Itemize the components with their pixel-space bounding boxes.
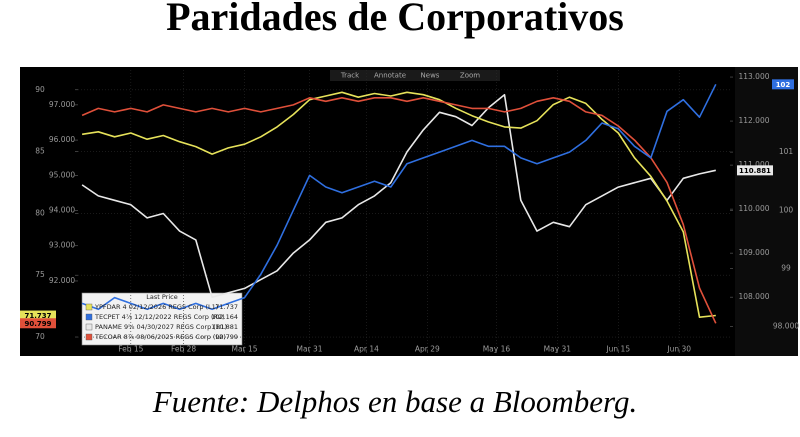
x-tick-label: Jun 30 xyxy=(666,345,691,354)
legend-value: 71.737 xyxy=(215,303,238,311)
last-price-tag xyxy=(737,165,773,176)
legend-swatch xyxy=(85,313,93,321)
y-tick-label: 94.000 xyxy=(49,206,75,215)
legend-label: TECPET 4⅞ 12/12/2022 REGS Corp (R2) xyxy=(94,313,225,321)
x-tick-label: May 16 xyxy=(483,345,511,354)
y-tick-label: 80 xyxy=(35,208,45,217)
legend-swatch xyxy=(85,303,93,311)
last-price-tag xyxy=(20,310,56,321)
toolbar-button: News xyxy=(421,72,440,80)
y-tick-label: 101 xyxy=(779,147,794,156)
y-tick-label: 110.000 xyxy=(738,204,769,213)
toolbar-button: Annotate xyxy=(374,72,406,80)
y-tick-label: 97.000 xyxy=(49,100,75,109)
legend-label: PANAME 9⅝ 04/30/2027 REGS Corp (R1) xyxy=(95,323,227,331)
x-tick-label: Apr 29 xyxy=(415,345,440,354)
y-tick-label: 112.000 xyxy=(738,116,769,125)
last-price-label: 102 xyxy=(776,81,791,89)
y-tick-label: 111.000 xyxy=(738,160,769,169)
y-tick-label: 108.000 xyxy=(738,292,769,301)
legend-value: 102.164 xyxy=(211,313,238,321)
toolbar-button: Zoom xyxy=(460,72,480,80)
y-tick-label: 96.000 xyxy=(49,135,75,144)
toolbar xyxy=(330,70,500,81)
y-tick-label: 99 xyxy=(781,264,791,273)
y-tick-label: 95.000 xyxy=(49,170,75,179)
legend-title: Last Price xyxy=(146,293,177,301)
x-tick-label: Feb 15 xyxy=(118,345,143,354)
x-tick-label: Feb 28 xyxy=(171,345,196,354)
right-axis-panel xyxy=(735,67,798,356)
legend-label: TECOAR 8⅞ 08/06/2025 REGS Corp (L2) xyxy=(94,333,226,341)
x-tick-label: Jun 15 xyxy=(605,345,630,354)
y-tick-label: 85 xyxy=(35,147,45,156)
chart-title: Paridades de Corporativos xyxy=(166,0,624,39)
last-price-label: 110.881 xyxy=(739,167,771,175)
y-tick-label: 90 xyxy=(35,85,45,94)
toolbar-button: Track xyxy=(340,72,360,80)
last-price-label: 90.799 xyxy=(24,320,51,328)
series-line xyxy=(81,97,717,324)
legend-swatch xyxy=(85,333,93,341)
y-tick-label: 113.000 xyxy=(738,72,769,81)
legend-value: 90.799 xyxy=(215,333,238,341)
x-tick-label: Apr 14 xyxy=(354,345,379,354)
last-price-tag xyxy=(772,79,794,90)
series-line xyxy=(81,93,716,298)
source-note: Fuente: Delphos en base a Bloomberg. xyxy=(152,384,637,419)
legend-value: 110.881 xyxy=(211,323,238,331)
y-tick-label: 93.000 xyxy=(49,241,75,250)
y-tick-label: 75 xyxy=(35,270,45,279)
y-tick-label: 98.000 xyxy=(773,322,799,331)
series-line xyxy=(81,83,717,311)
y-tick-label: 92.000 xyxy=(49,276,75,285)
last-price-tag xyxy=(20,318,56,329)
x-tick-label: May 31 xyxy=(544,345,572,354)
legend-label: YPFDAR 4 02/12/2026 REGS Corp (L1) xyxy=(94,303,218,311)
x-tick-label: Mar 15 xyxy=(232,345,258,354)
x-tick-label: Mar 31 xyxy=(297,345,323,354)
y-tick-label: 109.000 xyxy=(738,248,769,257)
legend-swatch xyxy=(85,323,93,331)
y-tick-label: 100 xyxy=(779,205,794,214)
last-price-label: 71.737 xyxy=(24,312,51,320)
y-tick-label: 70 xyxy=(35,332,45,341)
